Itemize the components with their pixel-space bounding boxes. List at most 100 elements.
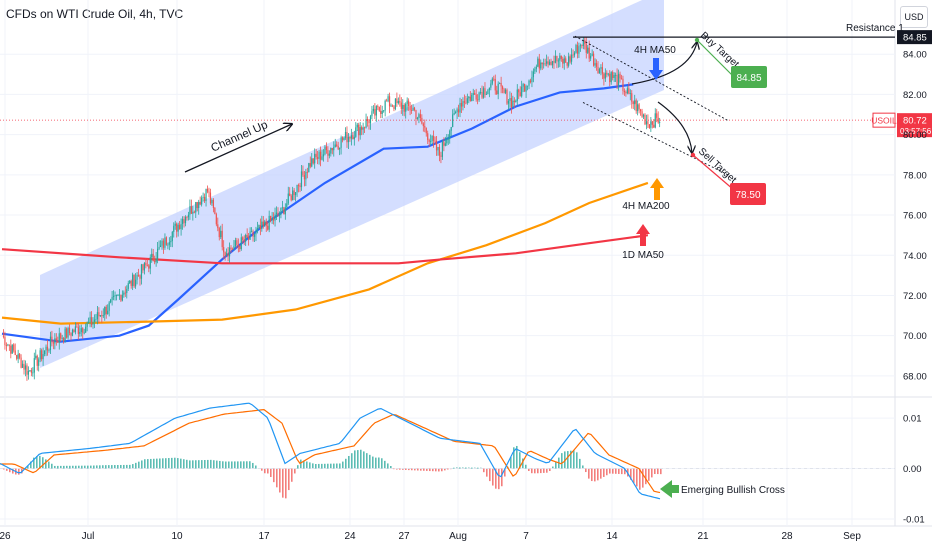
candle-body [617, 73, 620, 86]
macd-hist-bar [192, 460, 194, 469]
candle-body [24, 365, 27, 370]
candle-body [38, 359, 40, 366]
candle-body [410, 110, 413, 111]
candle-body [465, 102, 467, 104]
candle-body [146, 265, 148, 267]
macd-hist-bar [642, 468, 644, 488]
candle-body [538, 58, 540, 69]
candle-body [39, 350, 41, 360]
candle-body [130, 280, 132, 286]
candle-body [214, 207, 216, 215]
candle-body [532, 71, 535, 78]
candle-body [303, 175, 306, 180]
candle-body [80, 328, 82, 333]
candle-body [20, 357, 22, 368]
macd-hist-bar [84, 465, 86, 469]
macd-hist-bar [9, 468, 11, 473]
candle-body [490, 83, 492, 88]
candle-body [378, 106, 380, 111]
candle-body [280, 207, 282, 216]
candle-body [261, 221, 263, 230]
candle-body [430, 141, 432, 142]
candle-body [358, 124, 360, 136]
macd-hist-bar [630, 468, 632, 480]
macd-hist-bar [522, 458, 524, 469]
candle-body [187, 214, 190, 218]
candles [2, 36, 661, 381]
candle-body [275, 212, 278, 215]
candle-body [641, 111, 643, 117]
candle-body [300, 171, 303, 188]
candle-body [16, 355, 18, 359]
candle-body [315, 153, 317, 158]
candle-body [186, 217, 188, 218]
macd-hist-bar [105, 465, 107, 469]
candle-body [155, 258, 157, 263]
candle-body [440, 155, 442, 157]
candle-body [46, 346, 49, 351]
resistance-label: Resistance 1 [846, 23, 904, 34]
sell-target-box [730, 183, 766, 205]
candle-body [516, 89, 518, 101]
macd-hist-bar [6, 468, 8, 471]
candle-body [471, 94, 473, 101]
candle-body [647, 121, 649, 125]
candle-body [394, 98, 397, 109]
macd-hist-bar [633, 468, 635, 484]
candle-body [344, 132, 347, 138]
candle-body [475, 94, 477, 100]
macd-hist-bar [330, 463, 332, 469]
candle-body [531, 77, 533, 83]
macd-hist-bar [222, 461, 224, 469]
macd-hist-bar [606, 468, 608, 476]
desc-channel-top [574, 35, 729, 121]
macd-hist-bar [45, 459, 47, 469]
macd-hist-bar [453, 467, 455, 469]
candle-body [504, 89, 507, 94]
currency-button[interactable]: USD [900, 6, 928, 28]
candle-body [239, 245, 241, 250]
macd-hist-bar [159, 458, 161, 469]
macd-hist-bar [420, 468, 422, 471]
macd-hist-bar [3, 468, 5, 470]
candle-body [421, 117, 423, 124]
x-tick-label: Sep [843, 531, 861, 542]
macd-hist-bar [372, 456, 374, 469]
candle-body [402, 104, 404, 109]
candle-body [133, 274, 135, 287]
candle-body [632, 101, 634, 105]
candle-body [585, 43, 587, 53]
candle-body [88, 322, 90, 323]
macd-hist-bar [576, 452, 578, 469]
macd-hist-bar [549, 468, 551, 472]
candle-body [415, 110, 417, 119]
macd-hist-bar [99, 465, 101, 469]
candle-body [183, 219, 185, 224]
candle-body [143, 262, 145, 271]
candle-body [236, 240, 238, 245]
candle-body [167, 244, 169, 246]
macd-hist-bar [87, 465, 89, 469]
candle-body [650, 121, 652, 128]
macd-hist-bar [513, 447, 515, 469]
ma50-4h-callout-arrow [649, 58, 663, 80]
macd-hist-bar [516, 445, 518, 469]
candle-body [218, 228, 220, 238]
macd-hist-bar [477, 467, 479, 469]
candle-body [181, 219, 184, 224]
candle-body [211, 199, 213, 204]
candle-body [609, 73, 611, 83]
candle-body [57, 340, 59, 343]
candle-body [223, 247, 225, 253]
macd-hist-bar [540, 468, 542, 474]
candle-body [7, 344, 9, 346]
candle-body [161, 240, 163, 246]
macd-hist-bar [528, 468, 530, 472]
candle-body [368, 121, 370, 124]
candle-body [499, 82, 501, 84]
macd-hist-bar [441, 468, 443, 472]
macd-hist-bar [411, 468, 413, 471]
candle-body [622, 78, 624, 91]
macd-hist-bar [12, 468, 14, 474]
